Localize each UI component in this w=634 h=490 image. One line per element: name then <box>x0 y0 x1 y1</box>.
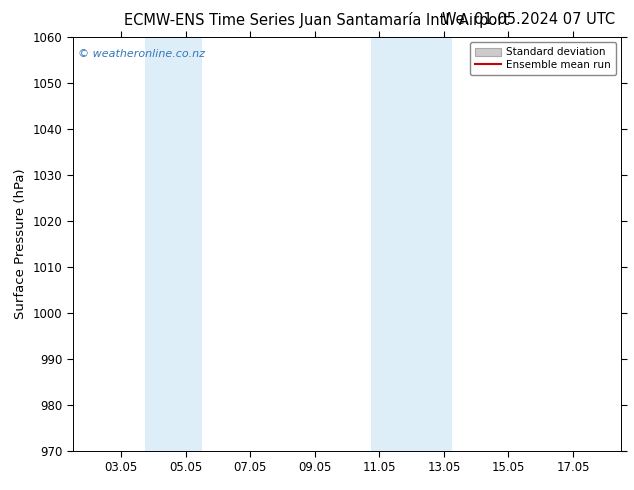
Bar <box>372 37 396 451</box>
Y-axis label: Surface Pressure (hPa): Surface Pressure (hPa) <box>14 169 27 319</box>
Text: We. 01.05.2024 07 UTC: We. 01.05.2024 07 UTC <box>442 12 615 27</box>
Bar <box>396 37 452 451</box>
Legend: Standard deviation, Ensemble mean run: Standard deviation, Ensemble mean run <box>470 42 616 75</box>
Text: ECMW-ENS Time Series Juan Santamaría Intl. Airport: ECMW-ENS Time Series Juan Santamaría Int… <box>124 12 510 28</box>
Bar <box>178 37 202 451</box>
Bar <box>145 37 178 451</box>
Text: © weatheronline.co.nz: © weatheronline.co.nz <box>79 49 205 59</box>
